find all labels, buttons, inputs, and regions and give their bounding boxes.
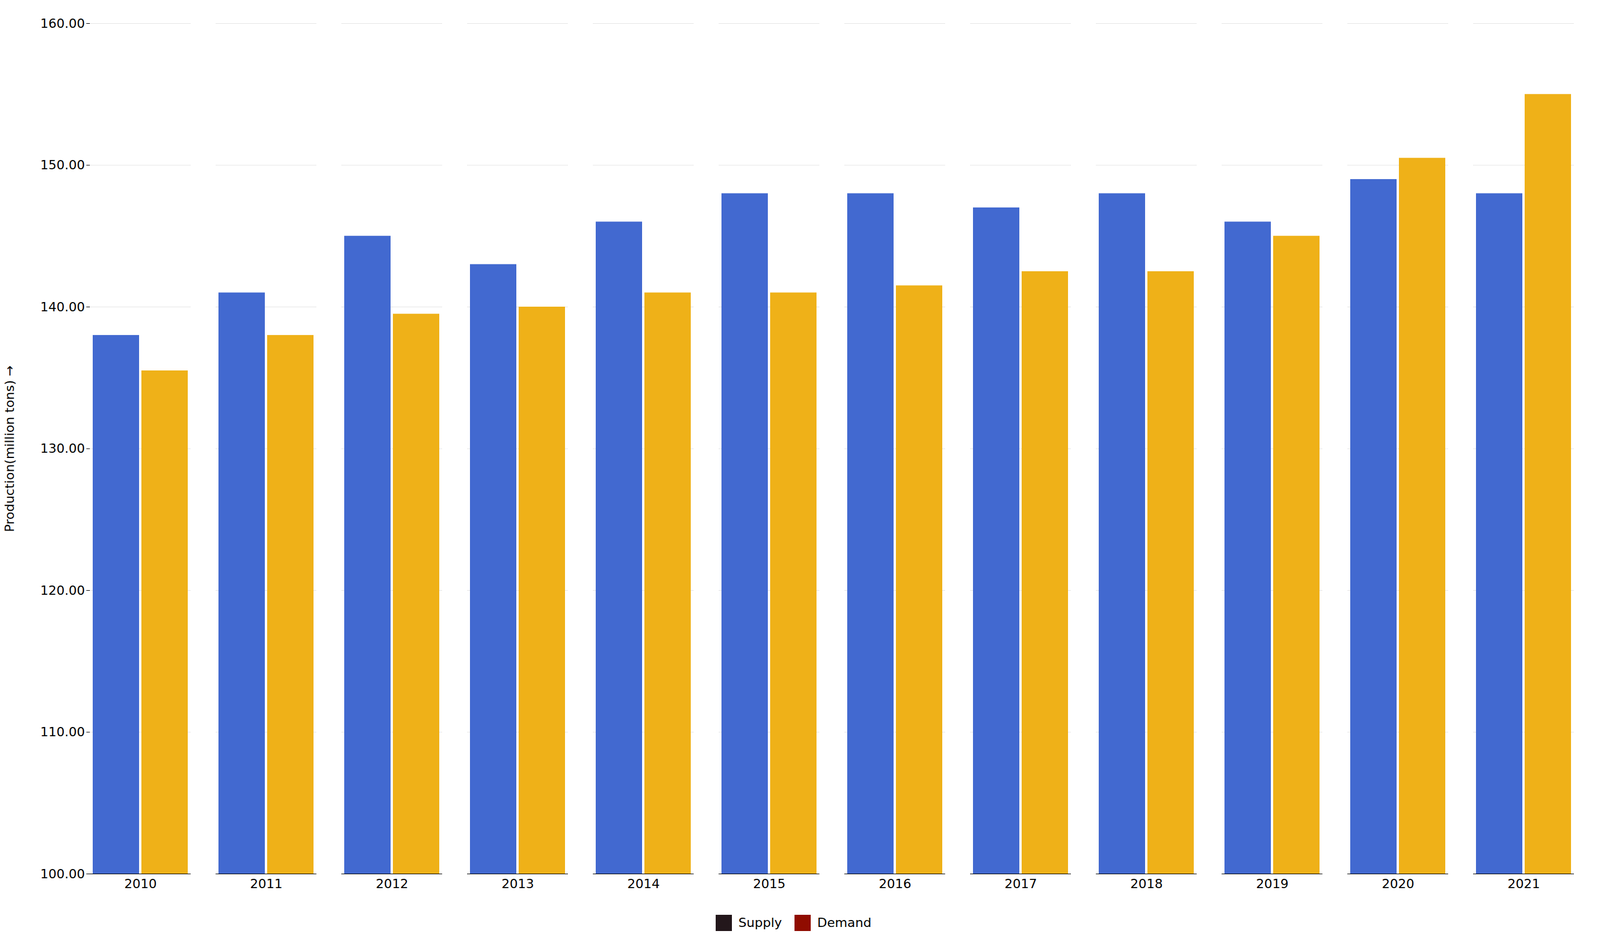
- svg-text:2012: 2012: [376, 876, 409, 891]
- svg-text:2021: 2021: [1507, 876, 1541, 891]
- svg-text:160.00: 160.00: [40, 16, 86, 31]
- svg-text:2011: 2011: [250, 876, 283, 891]
- svg-text:2014: 2014: [627, 876, 661, 891]
- svg-text:2010: 2010: [124, 876, 158, 891]
- svg-text:2018: 2018: [1130, 876, 1164, 891]
- svg-text:110.00: 110.00: [40, 724, 86, 739]
- svg-text:2020: 2020: [1382, 876, 1415, 891]
- svg-text:140.00: 140.00: [40, 299, 86, 315]
- svg-text:150.00: 150.00: [40, 157, 86, 173]
- svg-text:2015: 2015: [753, 876, 786, 891]
- svg-text:2013: 2013: [501, 876, 535, 891]
- svg-text:120.00: 120.00: [40, 582, 86, 598]
- svg-text:130.00: 130.00: [40, 440, 86, 456]
- svg-text:2016: 2016: [879, 876, 912, 891]
- svg-text:Production(million tons) →: Production(million tons) →: [2, 365, 17, 532]
- svg-text:2017: 2017: [1004, 876, 1038, 891]
- html-text:Supply: Supply: [738, 915, 782, 930]
- svg-text:2019: 2019: [1256, 876, 1289, 891]
- html-text:Demand: Demand: [817, 915, 872, 930]
- svg-text:100.00: 100.00: [40, 866, 86, 881]
